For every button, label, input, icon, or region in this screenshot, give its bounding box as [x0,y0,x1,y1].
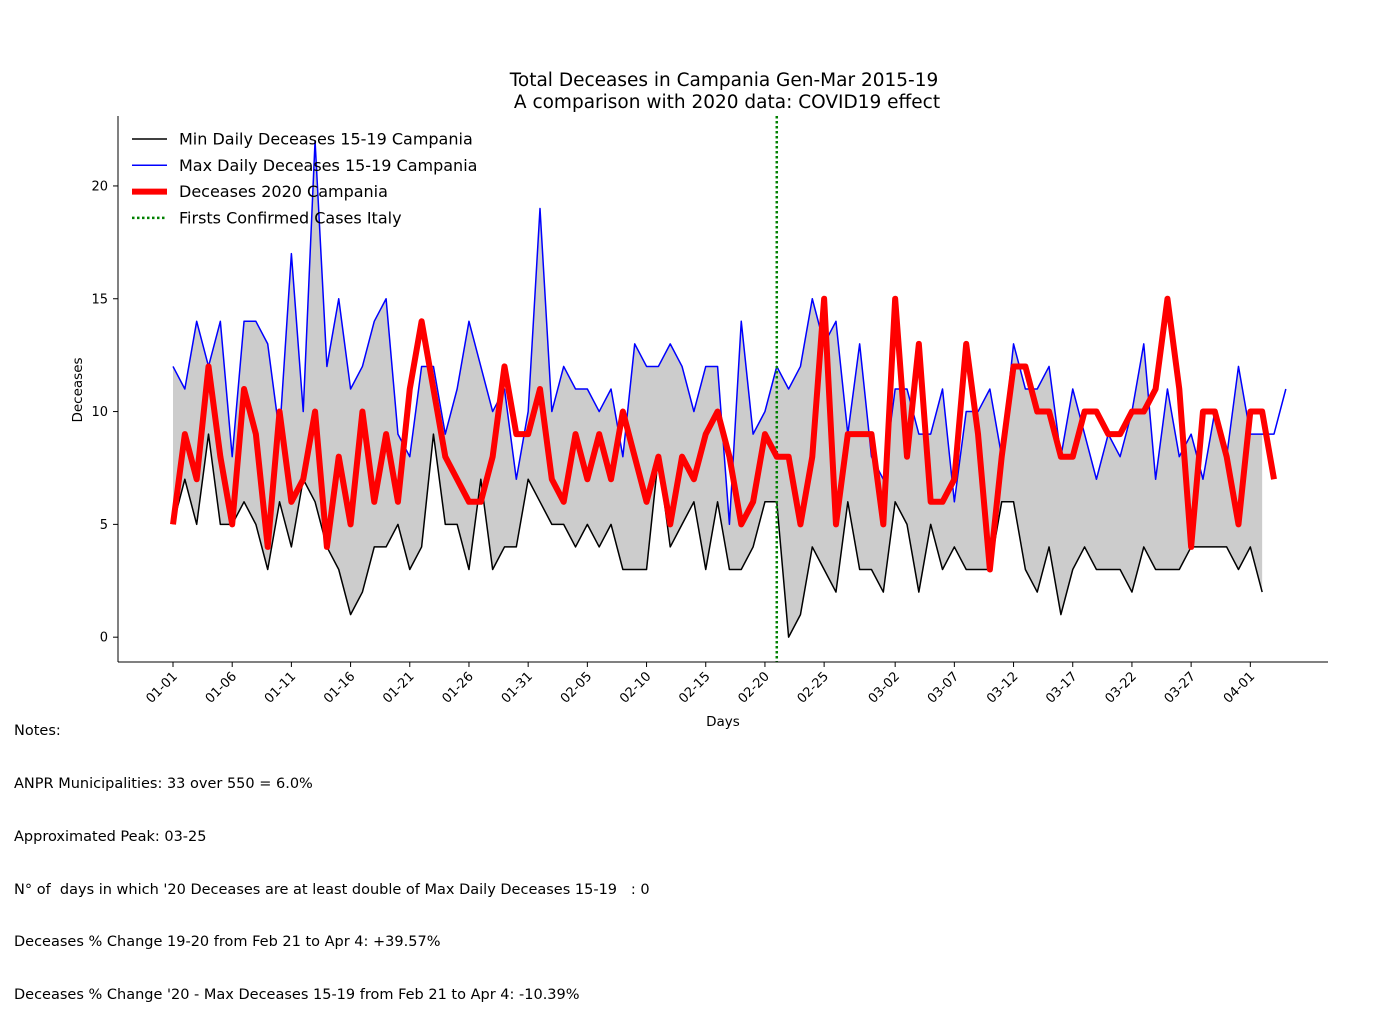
notes-block: Notes: ANPR Municipalities: 33 over 550 … [14,688,650,1022]
y-tick-label: 0 [100,631,108,646]
legend-label: Max Daily Deceases 15-19 Campania [179,156,477,175]
y-axis-label: Deceases [70,357,86,422]
x-tick-label: 02-15 [676,669,713,706]
series-min-line [172,433,1263,638]
y-tick-label: 10 [91,405,108,420]
x-tick-label: 03-22 [1102,669,1139,706]
y-tick-label: 15 [91,292,108,307]
notes-peak: Approximated Peak: 03-25 [14,828,207,845]
notes-double-days: N° of days in which '20 Deceases are at … [14,881,650,898]
chart-subtitle: A comparison with 2020 data: COVID19 eff… [514,92,940,113]
x-tick-label: 03-27 [1162,669,1199,706]
legend: Min Daily Deceases 15-19 Campania Max Dai… [132,130,477,227]
notes-change-19-20: Deceases % Change 19-20 from Feb 21 to A… [14,934,441,951]
y-tick-label: 20 [91,179,108,194]
chart-title: Total Deceases in Campania Gen-Mar 2015-… [509,70,939,91]
x-axis-label: Days [706,714,740,730]
legend-label: Deceases 2020 Campania [179,182,388,201]
x-tick-label: 02-25 [795,669,832,706]
series-max-line [172,140,1287,526]
min-max-band [173,140,1263,638]
x-tick-label: 04-01 [1221,669,1258,706]
x-tick-label: 03-02 [866,669,903,706]
x-tick-label: 03-17 [1043,669,1080,706]
chart-area: Total Deceases in Campania Gen-Mar 2015-… [70,70,1328,730]
notes-change-20-max: Deceases % Change '20 - Max Deceases 15-… [14,987,580,1004]
notes-heading: Notes: [14,723,61,740]
x-tick-label: 02-20 [735,669,772,706]
x-tick-label: 03-12 [984,669,1021,706]
legend-label: Firsts Confirmed Cases Italy [179,208,402,227]
x-tick-label: 03-07 [925,669,962,706]
y-tick-label: 5 [100,518,108,533]
notes-municipalities: ANPR Municipalities: 33 over 550 = 6.0% [14,775,313,792]
legend-label: Min Daily Deceases 15-19 Campania [179,130,473,149]
series-2020-line [170,295,1277,573]
